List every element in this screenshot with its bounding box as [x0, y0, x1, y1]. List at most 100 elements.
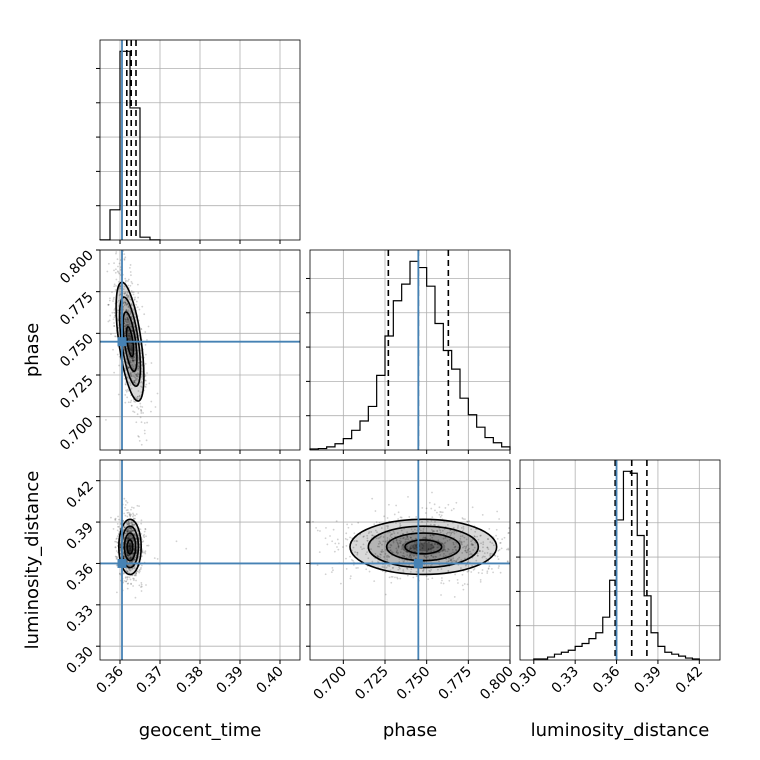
scatter-point [134, 296, 136, 299]
scatter-point [137, 283, 139, 286]
scatter-point [398, 561, 401, 563]
scatter-point [403, 559, 406, 562]
scatter-point [379, 542, 382, 544]
scatter-point [124, 318, 127, 321]
scatter-point [128, 543, 131, 546]
scatter-point [545, 566, 547, 568]
scatter-point [133, 311, 135, 314]
scatter-point [444, 555, 447, 557]
scatter-point [464, 547, 467, 550]
scatter-point [72, 516, 74, 518]
scatter-point [427, 565, 430, 568]
scatter-point [430, 554, 433, 557]
scatter-point [132, 365, 135, 368]
scatter-point [128, 355, 131, 358]
xtick-label-phase-1: 0.725 [352, 664, 392, 704]
scatter-point [486, 552, 489, 554]
scatter-point [125, 324, 128, 327]
ytick-label-phase-0: 0.700 [57, 414, 97, 454]
scatter-point [393, 532, 396, 535]
scatter-point [135, 300, 138, 303]
scatter-point [134, 517, 136, 520]
scatter-point [126, 377, 129, 380]
scatter-point [136, 375, 139, 378]
panel-frame-phase-vs-luminosity-distance [309, 459, 511, 661]
scatter-point [454, 545, 457, 548]
scatter-point [396, 542, 399, 545]
scatter-point [371, 560, 374, 563]
scatter-point [459, 535, 462, 538]
scatter-point [440, 514, 443, 517]
scatter-point [128, 576, 131, 579]
scatter-point [139, 568, 142, 571]
scatter-point [129, 271, 132, 273]
scatter-point [442, 555, 445, 558]
scatter-point [425, 575, 428, 578]
scatter-point [130, 351, 133, 354]
scatter-point [129, 356, 131, 359]
scatter-point [129, 554, 131, 556]
scatter-point [380, 527, 383, 529]
scatter-point [455, 559, 458, 562]
scatter-point [465, 551, 468, 554]
scatter-point [124, 317, 127, 320]
scatter-point [520, 547, 522, 549]
scatter-point [131, 349, 133, 352]
scatter-point [471, 544, 474, 546]
scatter-point [386, 527, 389, 529]
scatter-point [141, 371, 144, 374]
scatter-point [130, 290, 133, 292]
scatter-point [441, 529, 444, 532]
scatter-point [453, 530, 456, 533]
scatter-point [499, 541, 502, 544]
scatter-point [134, 514, 136, 517]
scatter-point [466, 551, 468, 554]
scatter-point [388, 503, 390, 506]
density-level-4 [128, 542, 132, 552]
scatter-point [379, 553, 382, 556]
scatter-point [131, 568, 133, 570]
scatter-point [127, 520, 130, 523]
scatter-point [489, 541, 492, 543]
scatter-point [124, 369, 127, 372]
scatter-point [130, 546, 132, 549]
scatter-point [115, 555, 118, 558]
scatter-point [106, 270, 109, 273]
scatter-point [507, 547, 510, 550]
scatter-point [107, 320, 110, 323]
scatter-point [139, 405, 142, 408]
scatter-point [127, 389, 130, 392]
scatter-point [128, 545, 130, 548]
scatter-point [112, 298, 115, 301]
scatter-point [371, 534, 373, 537]
scatter-point [128, 529, 131, 531]
scatter-point [123, 293, 126, 295]
scatter-point [126, 554, 129, 556]
scatter-point [457, 525, 459, 527]
scatter-point [127, 318, 130, 321]
scatter-point [406, 536, 409, 538]
scatter-point [406, 567, 408, 570]
scatter-point [144, 386, 147, 388]
scatter-point [124, 325, 126, 327]
scatter-point [452, 541, 455, 544]
scatter-point [129, 530, 131, 533]
scatter-point [431, 546, 434, 549]
scatter-point [129, 547, 132, 550]
scatter-point [454, 573, 457, 576]
scatter-point [413, 547, 416, 550]
scatter-point [486, 538, 489, 540]
contour-geocent-time-vs-luminosity-distance-1 [123, 532, 137, 562]
scatter-point [130, 342, 133, 345]
scatter-point [459, 540, 462, 543]
contours-phase-vs-luminosity-distance [349, 518, 498, 576]
scatter-point [515, 563, 517, 565]
scatter-point [382, 550, 384, 553]
scatter-point [128, 545, 131, 548]
scatter-point [129, 557, 132, 560]
scatter-point [472, 568, 475, 571]
scatter-point [342, 546, 344, 548]
scatter-point [448, 548, 450, 551]
scatter-point [421, 551, 424, 554]
scatter-point [482, 546, 484, 549]
